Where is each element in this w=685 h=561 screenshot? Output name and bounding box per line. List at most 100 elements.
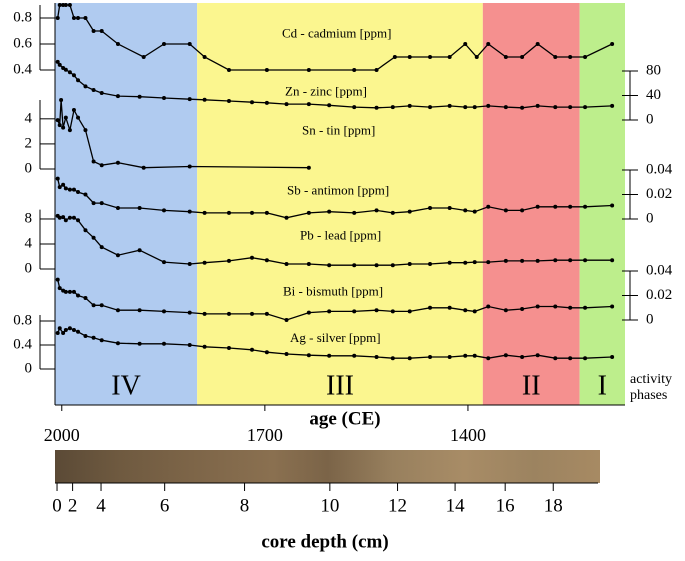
data-point [583, 258, 588, 263]
data-point [71, 16, 76, 20]
data-point [71, 73, 76, 78]
data-point [141, 55, 146, 59]
data-point [306, 310, 311, 315]
data-point [76, 190, 81, 195]
data-point [374, 105, 379, 110]
data-point [264, 258, 269, 263]
data-point [76, 115, 81, 120]
data-point [374, 355, 379, 359]
y-tick-label: 0.04 [646, 262, 673, 278]
data-point [327, 353, 332, 358]
data-point [374, 308, 379, 313]
data-point [407, 209, 412, 214]
data-point [57, 3, 62, 7]
data-point [187, 261, 192, 266]
data-point [161, 260, 166, 265]
data-point [553, 356, 558, 361]
data-point [520, 258, 525, 263]
data-point [264, 350, 269, 355]
data-point [161, 42, 166, 46]
data-point [115, 253, 120, 258]
data-point [583, 356, 588, 361]
data-point [83, 192, 88, 197]
data-point [583, 105, 588, 110]
data-point [463, 208, 468, 213]
y-tick-label: 4 [25, 110, 33, 126]
data-point [61, 125, 66, 130]
data-point [57, 326, 62, 331]
data-point [486, 42, 491, 46]
data-point [535, 204, 540, 209]
data-point [520, 55, 525, 59]
data-point [352, 68, 357, 72]
data-point [284, 261, 289, 266]
data-point [352, 309, 357, 314]
data-point [503, 308, 508, 313]
panel-title: Bi - bismuth [ppm] [283, 283, 383, 298]
phase-title: activity [630, 372, 672, 387]
data-point [57, 62, 62, 67]
data-point [520, 306, 525, 311]
data-point [390, 356, 395, 361]
axis-layer: activityphases0.40.60.80408002400.020.04… [13, 3, 673, 552]
data-point [99, 338, 104, 343]
y-tick-label: 0 [646, 311, 654, 327]
panel-title: Sb - antimon [ppm] [287, 182, 389, 197]
data-point [91, 87, 96, 92]
phase-label: III [326, 370, 354, 401]
data-point [61, 215, 66, 220]
data-point [264, 100, 269, 105]
data-point [610, 258, 615, 263]
data-point [463, 260, 468, 265]
data-point [447, 205, 452, 210]
data-point [187, 209, 192, 214]
data-point [67, 128, 72, 133]
depth-tick-label: 16 [496, 495, 515, 516]
data-point [137, 94, 142, 99]
data-point [202, 55, 207, 59]
data-point [63, 115, 68, 120]
y-tick-label: 0 [25, 360, 33, 376]
data-point [83, 334, 88, 338]
depth-tick-label: 10 [320, 495, 339, 516]
data-point [390, 105, 395, 110]
data-point [137, 248, 142, 253]
data-point [553, 304, 558, 309]
data-point [115, 160, 120, 165]
data-point [63, 67, 68, 72]
y-tick-label: 0.4 [13, 336, 32, 352]
data-line [57, 4, 613, 71]
data-point [76, 218, 81, 223]
data-point [91, 335, 96, 340]
data-point [55, 331, 60, 335]
data-point [99, 303, 104, 308]
data-point [503, 258, 508, 263]
data-point [226, 346, 231, 350]
data-point [284, 318, 289, 322]
data-point [91, 201, 96, 206]
depth-tick-label: 6 [160, 495, 170, 516]
data-point [91, 303, 96, 308]
data-point [249, 210, 254, 215]
data-point [226, 258, 231, 263]
data-point [249, 255, 254, 260]
data-point [568, 258, 573, 263]
data-point [57, 215, 62, 220]
data-point [610, 304, 615, 309]
data-point [535, 42, 540, 46]
phase-label: I [598, 370, 607, 401]
data-point [55, 176, 60, 181]
data-point [115, 94, 120, 99]
data-point [264, 68, 269, 72]
data-point [161, 309, 166, 314]
data-point [99, 163, 104, 168]
data-point [447, 103, 452, 108]
data-point [63, 218, 68, 223]
data-point [187, 42, 192, 46]
data-point [91, 29, 96, 33]
core-image [55, 450, 600, 483]
data-point [187, 164, 192, 169]
data-point [352, 210, 357, 215]
data-point [503, 105, 508, 110]
data-point [76, 16, 81, 20]
